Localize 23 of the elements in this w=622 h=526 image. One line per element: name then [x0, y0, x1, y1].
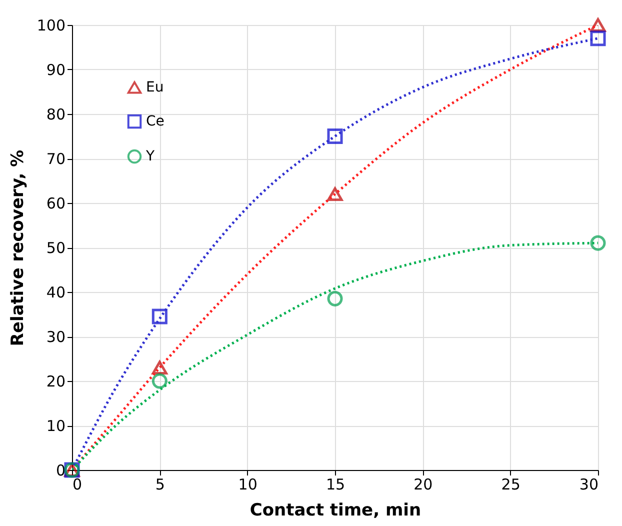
- y-tick-label: 100: [36, 16, 66, 34]
- x-tick-label: 15: [326, 476, 346, 494]
- y-tick-label: 90: [46, 61, 66, 79]
- x-axis-title: Contact time, min: [250, 500, 422, 520]
- x-tick-label: 25: [501, 476, 520, 494]
- y-tick-label: 20: [46, 372, 66, 390]
- x-tick-label: 10: [238, 476, 258, 494]
- legend-label: Y: [145, 148, 155, 164]
- y-tick-label: 70: [46, 150, 66, 168]
- y-tick-label: 80: [46, 106, 66, 124]
- x-tick-label: 20: [414, 476, 433, 494]
- y-axis-title: Relative recovery, %: [8, 150, 28, 346]
- legend-label: Ce: [146, 114, 164, 130]
- y-tick-label: 0: [56, 462, 66, 480]
- legend-label: Eu: [146, 80, 164, 96]
- x-tick-label: 0: [72, 476, 82, 494]
- x-tick-label: 30: [579, 476, 598, 494]
- y-tick-label: 50: [46, 239, 66, 257]
- y-tick-label: 40: [46, 284, 66, 302]
- y-tick-label: 30: [46, 328, 66, 346]
- y-tick-label: 60: [46, 194, 66, 212]
- y-tick-label: 10: [46, 417, 66, 435]
- x-tick-label: 5: [155, 476, 165, 494]
